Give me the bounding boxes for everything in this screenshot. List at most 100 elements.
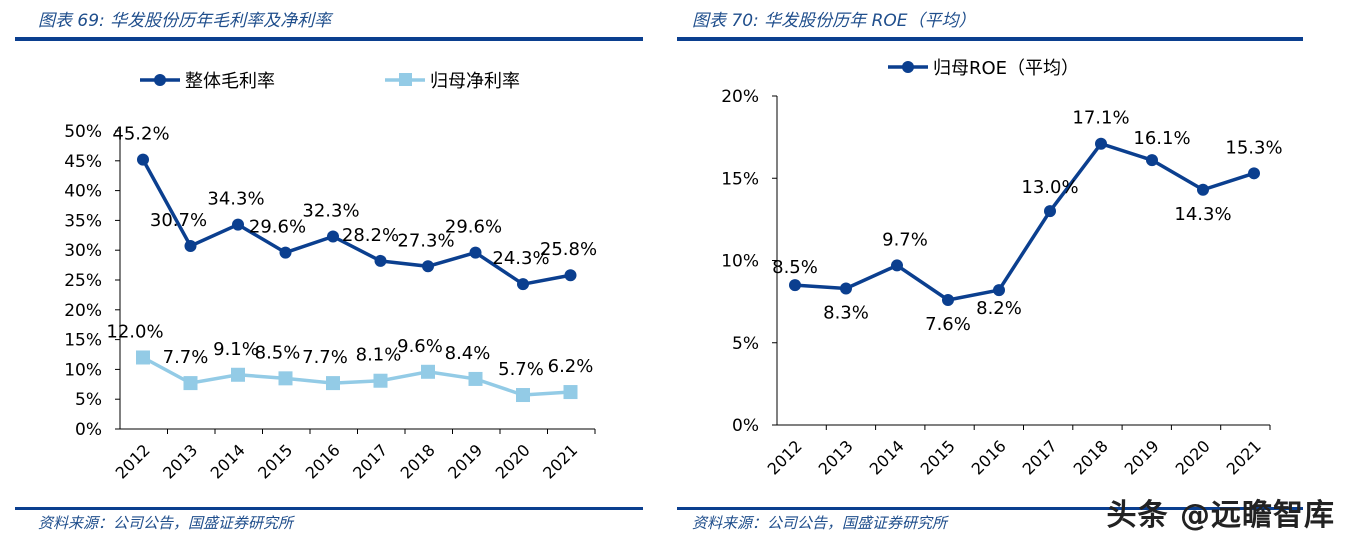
data-label: 7.7% — [302, 347, 348, 368]
x-tick-label: 2020 — [1172, 436, 1214, 478]
data-label: 8.3% — [823, 302, 869, 323]
left-title-rule — [15, 37, 643, 41]
series-line-1 — [141, 158, 571, 287]
x-tick-label: 2018 — [397, 440, 439, 482]
data-point — [137, 153, 149, 166]
x-tick-label: 2016 — [302, 440, 344, 482]
data-label: 45.2% — [112, 124, 169, 145]
y-tick-label: 10% — [64, 360, 102, 380]
x-tick-label: 2014 — [207, 440, 249, 482]
data-label: 8.2% — [976, 298, 1022, 319]
x-tick-label: 2012 — [112, 440, 154, 482]
x-tick-label: 2015 — [917, 436, 959, 478]
data-point — [422, 260, 434, 273]
watermark: 头条 @远瞻智库 — [1106, 498, 1335, 533]
data-point — [1197, 183, 1209, 196]
data-point — [516, 388, 530, 403]
legend-marker — [902, 61, 914, 73]
left-chart-title: 图表 69: 华发股份历年毛利率及净利率 — [38, 11, 332, 31]
data-point — [326, 376, 340, 391]
data-label: 5.7% — [498, 359, 544, 380]
y-tick-label: 30% — [64, 241, 102, 261]
data-point — [278, 371, 293, 386]
legend-marker — [154, 74, 166, 86]
left-footer-rule — [15, 507, 643, 510]
y-tick-label: 25% — [64, 271, 102, 291]
data-point — [183, 376, 198, 391]
data-label: 8.4% — [445, 343, 491, 364]
left-source-note: 资料来源：公司公告，国盛证券研究所 — [38, 514, 294, 532]
series-line-1 — [794, 141, 1255, 302]
legend-label: 整体毛利率 — [185, 71, 275, 92]
x-tick-label: 2021 — [1223, 436, 1265, 478]
y-tick-label: 5% — [75, 390, 102, 410]
data-label: 6.2% — [548, 356, 594, 377]
data-label: 28.2% — [342, 225, 399, 246]
right-footer-rule — [677, 507, 1303, 510]
y-tick-label: 40% — [64, 182, 102, 202]
data-label: 7.6% — [925, 314, 971, 335]
data-label: 29.6% — [249, 217, 306, 238]
x-tick-label: 2013 — [159, 440, 201, 482]
legend-marker — [399, 73, 412, 86]
x-tick-label: 2014 — [866, 436, 908, 478]
y-tick-label: 0% — [75, 420, 102, 440]
data-point — [1095, 137, 1107, 150]
data-point — [184, 240, 197, 253]
data-point — [373, 373, 388, 388]
right-source-note: 资料来源：公司公告，国盛证券研究所 — [692, 514, 948, 532]
x-tick-label: 2015 — [254, 440, 296, 482]
data-label: 7.7% — [163, 347, 209, 368]
data-point — [789, 279, 801, 292]
data-point — [942, 293, 954, 306]
data-label: 8.5% — [255, 342, 301, 363]
x-tick-label: 2017 — [349, 440, 391, 482]
data-label: 16.1% — [1133, 128, 1190, 149]
data-label: 14.3% — [1174, 204, 1231, 225]
y-tick-label: 50% — [64, 122, 102, 142]
data-label: 24.3% — [492, 248, 549, 269]
data-point — [891, 259, 903, 272]
data-point — [564, 269, 577, 282]
data-point — [469, 246, 482, 259]
x-tick-label: 2012 — [764, 436, 806, 478]
data-point — [421, 364, 435, 379]
y-tick-label: 15% — [64, 331, 102, 351]
data-point — [468, 371, 483, 386]
x-tick-label: 2016 — [968, 436, 1010, 478]
y-tick-label: 20% — [721, 87, 759, 107]
data-label: 9.7% — [882, 229, 928, 250]
data-label: 15.3% — [1225, 137, 1282, 158]
data-label: 30.7% — [150, 210, 207, 231]
data-label: 8.1% — [356, 345, 402, 366]
legend-label: 归母净利率 — [430, 71, 520, 92]
data-point — [1248, 167, 1260, 180]
data-point — [279, 246, 292, 259]
right-title-rule — [677, 37, 1303, 41]
y-tick-label: 0% — [732, 416, 759, 436]
data-label: 29.6% — [445, 217, 502, 238]
series-line-2 — [142, 355, 571, 397]
data-point — [231, 367, 245, 382]
data-label: 12.0% — [106, 321, 163, 342]
y-tick-label: 45% — [64, 152, 102, 172]
x-tick-label: 2020 — [492, 440, 534, 482]
data-label: 27.3% — [397, 230, 454, 251]
y-tick-label: 5% — [732, 334, 759, 354]
data-label: 13.0% — [1021, 177, 1078, 198]
data-point — [232, 218, 244, 231]
data-point — [993, 284, 1005, 297]
data-point — [1146, 154, 1158, 167]
y-tick-label: 15% — [721, 169, 759, 189]
data-point — [517, 278, 529, 291]
x-tick-label: 2019 — [444, 440, 486, 482]
data-label: 9.6% — [397, 336, 443, 357]
x-tick-label: 2019 — [1121, 436, 1163, 478]
data-label: 34.3% — [207, 189, 264, 210]
data-point — [1044, 205, 1056, 218]
data-label: 25.8% — [540, 239, 597, 260]
y-tick-label: 10% — [721, 252, 759, 272]
y-tick-label: 20% — [64, 301, 102, 321]
data-point — [563, 385, 578, 400]
legend-label: 归母ROE（平均） — [933, 58, 1079, 79]
